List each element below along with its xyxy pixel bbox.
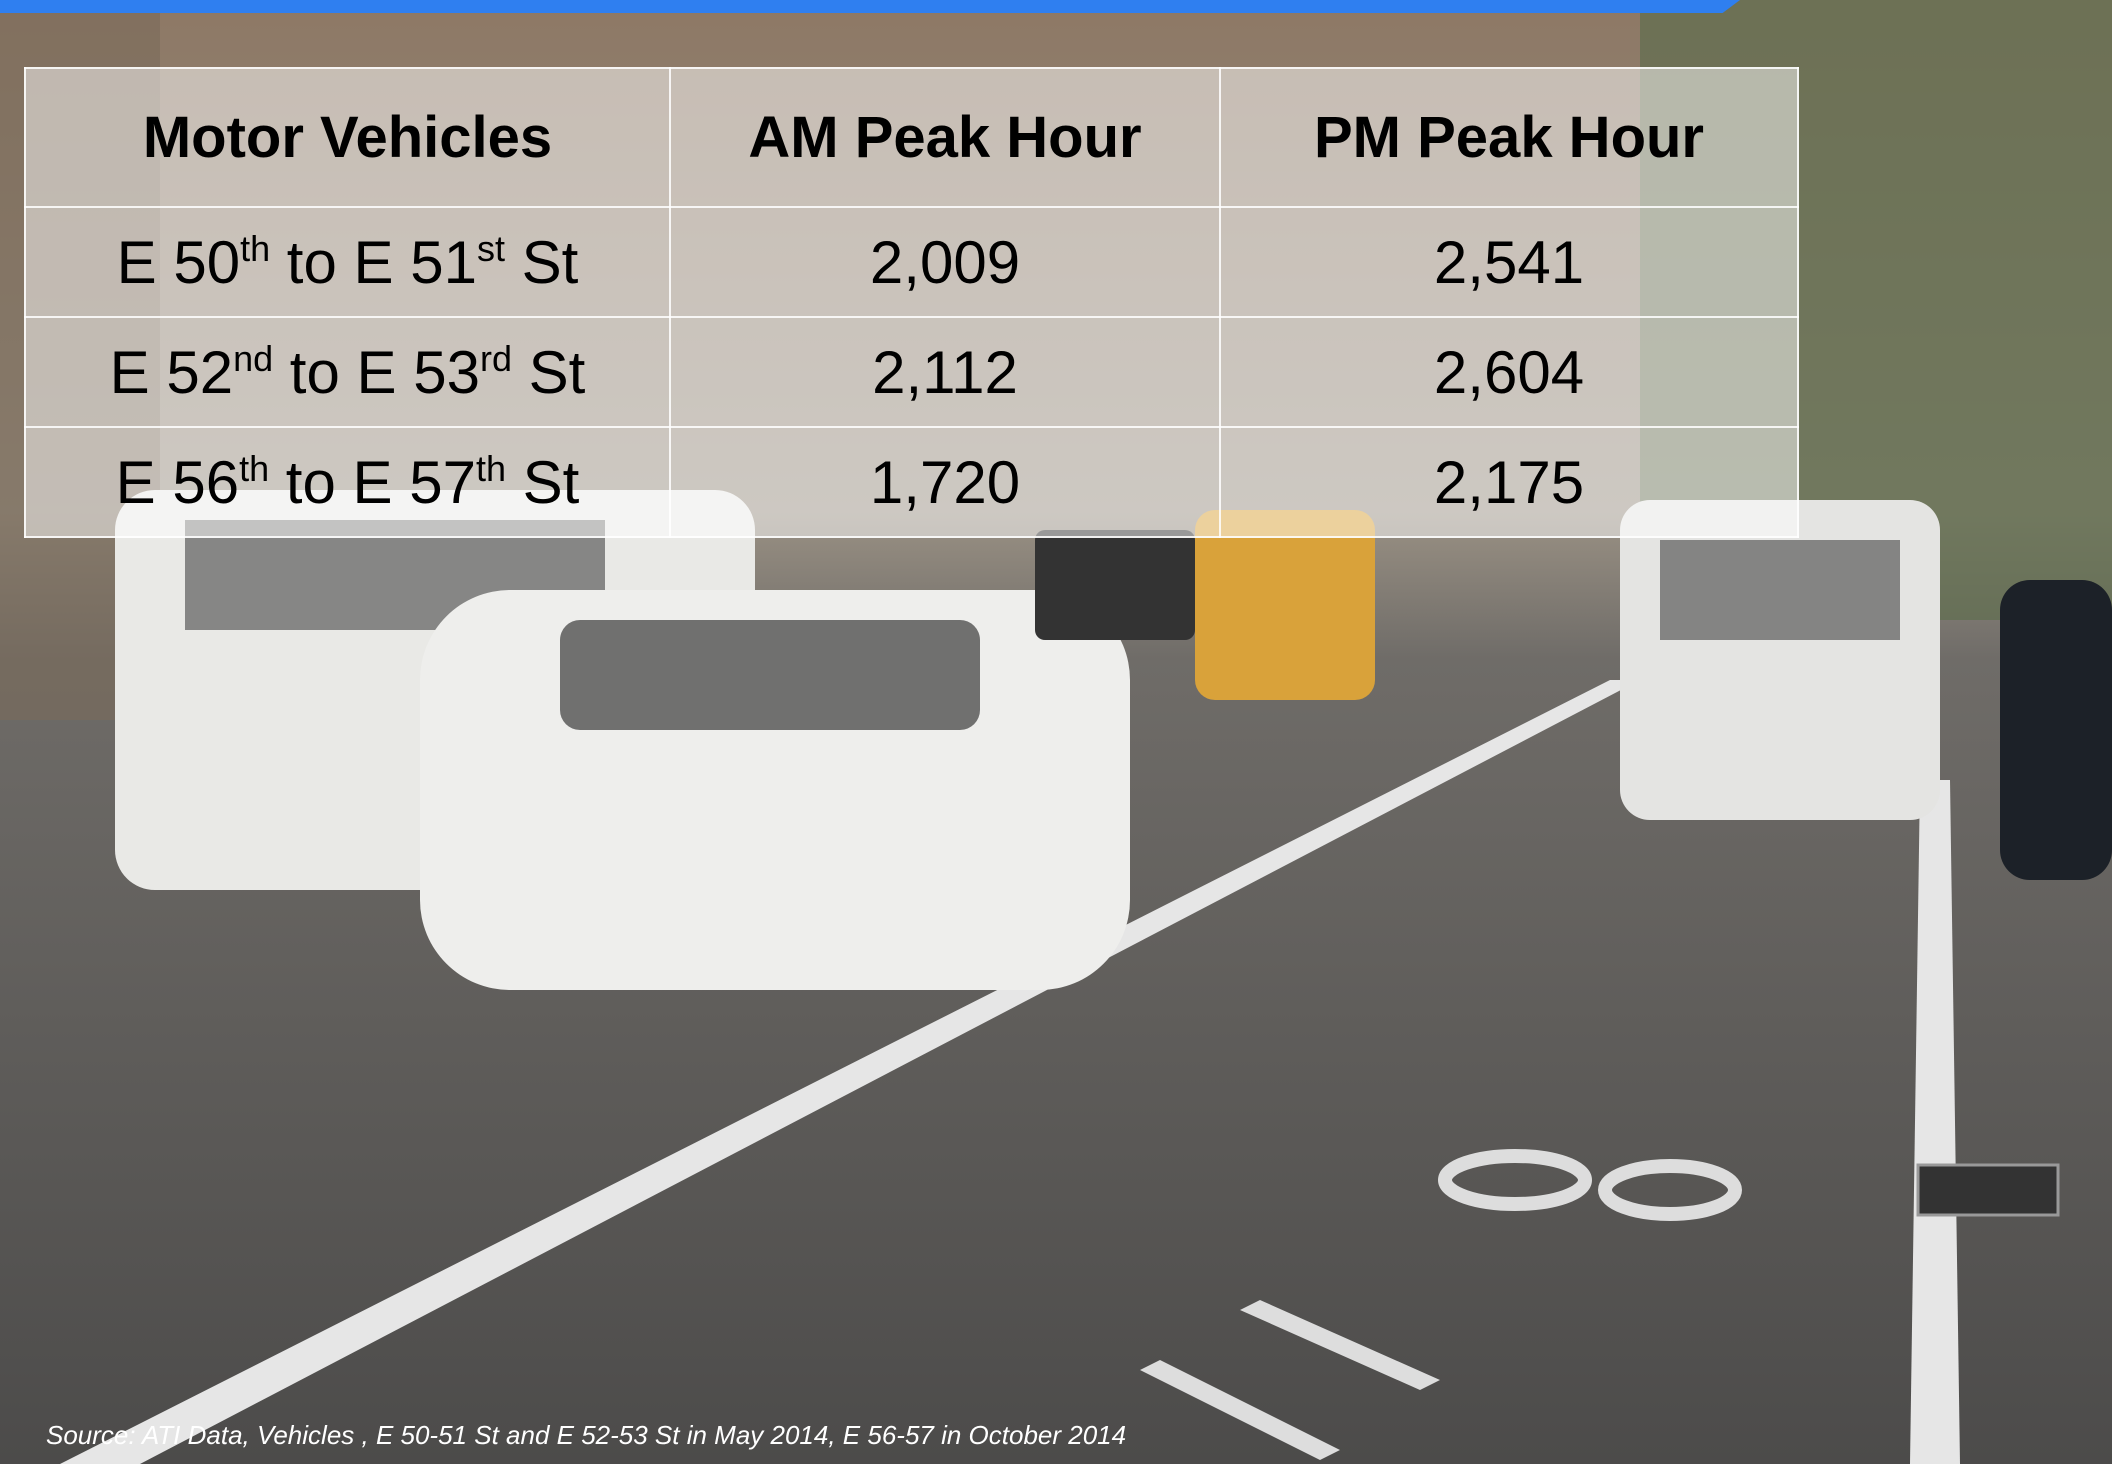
label-text: St (504, 228, 579, 296)
count-cell: 2,112 (669, 316, 1221, 428)
label-text: E 56 (115, 448, 240, 516)
label-text: E 52 (109, 338, 234, 406)
label-text: St (505, 448, 580, 516)
traffic-table: Motor Vehicles AM Peak Hour PM Peak Hour E… (24, 67, 1799, 538)
superscript: th (240, 227, 271, 269)
column-header: Motor Vehicles (24, 67, 671, 208)
superscript: rd (479, 337, 512, 379)
table-body: E 50th to E 51st St 2,009 2,541 E 52nd to E… (24, 206, 1799, 538)
header-row: Motor Vehicles AM Peak Hour PM Peak Hour (24, 67, 1799, 208)
label-text: to E 53 (273, 338, 480, 406)
label-text: St (511, 338, 586, 406)
superscript: nd (233, 337, 274, 379)
count-cell: 2,009 (669, 206, 1221, 318)
count-cell: 2,604 (1219, 316, 1799, 428)
superscript: th (475, 447, 506, 489)
row-label: E 52nd to E 53rd St (24, 316, 671, 428)
superscript: th (239, 447, 270, 489)
column-header: PM Peak Hour (1219, 67, 1799, 208)
table-row: E 50th to E 51st St 2,009 2,541 (24, 206, 1799, 318)
column-header: AM Peak Hour (669, 67, 1221, 208)
superscript: st (476, 227, 505, 269)
table-row: E 56th to E 57th St 1,720 2,175 (24, 426, 1799, 538)
label-text: to E 57 (269, 448, 476, 516)
count-cell: 2,541 (1219, 206, 1799, 318)
count-cell: 2,175 (1219, 426, 1799, 538)
footnote: Source: ATI Data, Vehicles , E 50-51 St … (46, 1420, 1127, 1450)
row-label: E 50th to E 51st St (24, 206, 671, 318)
count-cell: 1,720 (669, 426, 1221, 538)
label-text: E 50 (116, 228, 241, 296)
label-text: to E 51 (270, 228, 477, 296)
row-label: E 56th to E 57th St (24, 426, 671, 538)
table-row: E 52nd to E 53rd St 2,112 2,604 (24, 316, 1799, 428)
top-bar (0, 0, 1740, 13)
